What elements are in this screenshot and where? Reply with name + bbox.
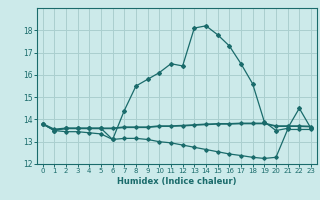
X-axis label: Humidex (Indice chaleur): Humidex (Indice chaleur) <box>117 177 236 186</box>
